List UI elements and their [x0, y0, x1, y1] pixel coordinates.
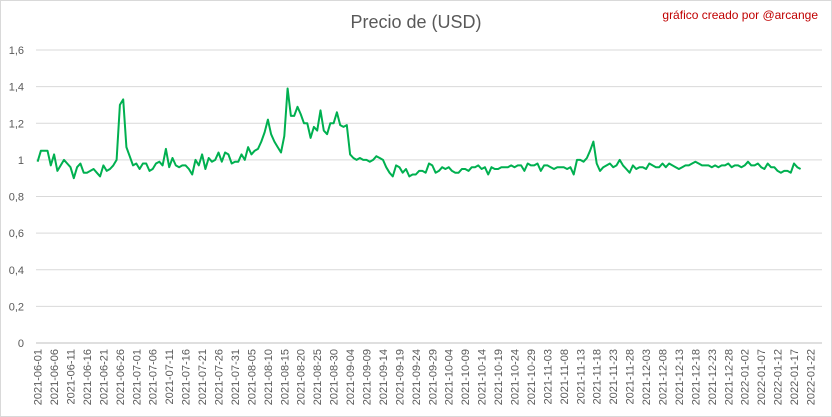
- x-tick-label: 2021-12-28: [723, 349, 735, 405]
- x-tick-label: 2021-09-04: [345, 349, 357, 405]
- x-tick-label: 2021-09-09: [362, 349, 374, 405]
- x-tick-label: 2021-07-01: [131, 349, 143, 405]
- x-tick-label: 2022-01-22: [805, 349, 817, 405]
- x-tick-label: 2021-06-16: [82, 349, 94, 405]
- x-tick-label: 2021-06-06: [49, 349, 61, 405]
- x-tick-label: 2021-11-28: [625, 349, 637, 404]
- x-tick-label: 2021-12-08: [657, 349, 669, 405]
- x-tick-label: 2021-09-14: [378, 349, 390, 405]
- x-tick-label: 2021-06-01: [33, 349, 45, 405]
- x-tick-label: 2022-01-02: [740, 349, 752, 405]
- y-tick-label: 1,6: [9, 45, 24, 57]
- y-tick-label: 0,8: [9, 192, 24, 204]
- x-tick-label: 2021-07-31: [230, 349, 242, 405]
- x-tick-label: 2021-07-11: [164, 349, 176, 404]
- x-tick-label: 2021-06-11: [66, 349, 78, 404]
- gridlines: [36, 49, 822, 344]
- x-tick-label: 2021-09-29: [427, 349, 439, 405]
- y-tick-label: 1,2: [9, 118, 24, 130]
- x-tick-label: 2021-11-23: [608, 349, 620, 404]
- x-tick-label: 2021-11-03: [542, 349, 554, 404]
- x-tick-label: 2021-08-15: [279, 349, 291, 405]
- x-tick-label: 2021-08-25: [312, 349, 324, 405]
- x-tick-label: 2021-06-26: [115, 349, 127, 405]
- y-tick-label: 0,6: [9, 228, 24, 240]
- x-tick-label: 2021-08-10: [263, 349, 275, 405]
- x-tick-label: 2022-01-17: [789, 349, 801, 405]
- x-tick-label: 2021-11-18: [592, 349, 604, 404]
- x-tick-label: 2021-10-09: [460, 349, 472, 405]
- x-tick-label: 2021-06-21: [98, 349, 110, 405]
- y-axis-ticks: 0 0,2 0,4 0,6 0,8 1 1,2 1,4 1,6: [9, 45, 24, 350]
- y-tick-label: 0: [18, 338, 24, 350]
- x-tick-label: 2021-08-05: [246, 349, 258, 405]
- x-tick-label: 2021-07-06: [148, 349, 160, 405]
- y-tick-label: 1: [18, 155, 24, 167]
- y-tick-label: 0,2: [9, 301, 24, 313]
- x-tick-label: 2021-07-21: [197, 349, 209, 405]
- x-tick-label: 2021-10-19: [493, 349, 505, 405]
- x-tick-label: 2021-10-04: [444, 349, 456, 405]
- x-tick-label: 2021-11-13: [575, 349, 587, 404]
- x-tick-label: 2021-12-03: [641, 349, 653, 405]
- x-tick-label: 2021-10-29: [526, 349, 538, 405]
- x-tick-label: 2021-08-20: [296, 349, 308, 405]
- x-tick-label: 2022-01-12: [773, 349, 785, 405]
- x-axis-ticks: 2021-06-01 2021-06-06 2021-06-11 2021-06-16…: [33, 349, 818, 405]
- y-tick-label: 0,4: [9, 265, 24, 277]
- x-tick-label: 2021-12-18: [690, 349, 702, 405]
- price-series-line: [36, 87, 802, 180]
- chart-title: Precio de (USD): [350, 12, 482, 32]
- x-tick-label: 2021-10-14: [477, 349, 489, 405]
- chart-credit: gráfico creado por @arcange: [662, 8, 818, 22]
- x-tick-label: 2022-01-07: [756, 349, 768, 405]
- y-tick-label: 1,4: [9, 82, 24, 94]
- x-tick-label: 2021-08-30: [329, 349, 341, 405]
- x-tick-label: 2021-07-26: [214, 349, 226, 405]
- x-tick-label: 2021-07-16: [181, 349, 193, 405]
- series-layer: [36, 87, 802, 180]
- x-tick-label: 2021-09-24: [411, 349, 423, 405]
- x-tick-label: 2021-10-24: [510, 349, 522, 405]
- x-tick-label: 2021-11-08: [559, 349, 571, 404]
- x-tick-label: 2021-09-19: [394, 349, 406, 405]
- x-tick-label: 2021-12-13: [674, 349, 686, 405]
- x-tick-label: 2021-12-23: [707, 349, 719, 405]
